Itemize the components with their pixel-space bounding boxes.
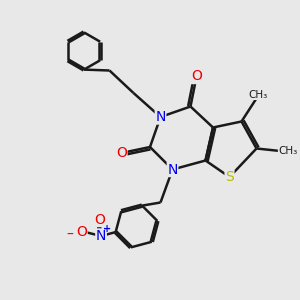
Text: O: O [76,224,87,239]
Text: CH₃: CH₃ [248,89,268,100]
Text: S: S [225,170,234,184]
Text: N: N [155,110,166,124]
Text: N: N [96,229,106,243]
Text: –: – [66,227,73,242]
Text: O: O [116,146,127,160]
Text: +: + [103,224,111,233]
Text: O: O [191,70,202,83]
Text: CH₃: CH₃ [278,146,298,157]
Text: N: N [167,163,178,176]
Text: O: O [94,212,105,226]
